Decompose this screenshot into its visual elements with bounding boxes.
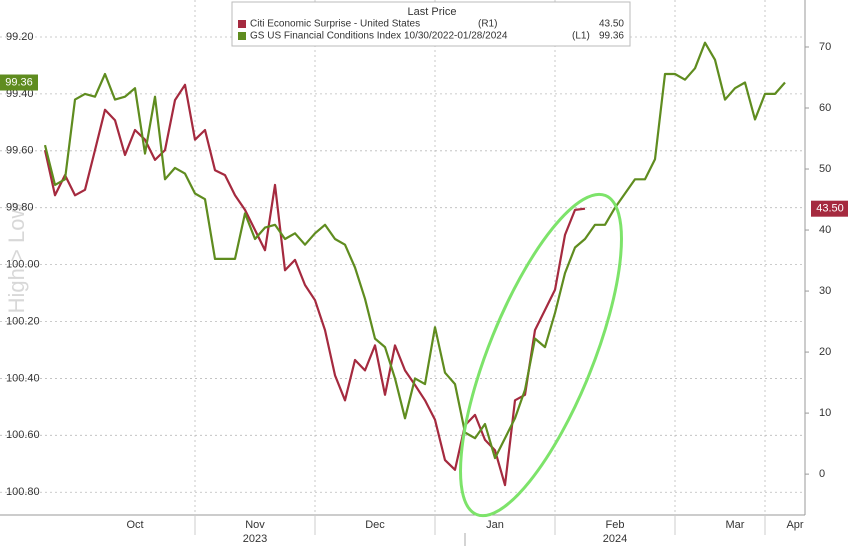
legend-swatch	[238, 32, 246, 40]
x-group-label: 2024	[603, 533, 627, 545]
legend-last-value: 99.36	[599, 31, 624, 42]
x-tick-label: Apr	[786, 519, 803, 531]
last-value-badge	[0, 74, 38, 91]
legend-title: Last Price	[408, 6, 457, 18]
legend-box	[231, 1, 631, 47]
y2-tick-label: 0	[819, 468, 825, 480]
y-tick-label: 100.20	[6, 315, 40, 327]
y-tick-label: 99.20	[6, 31, 34, 43]
series-line	[43, 41, 786, 460]
y2-tick-label: 40	[819, 224, 831, 236]
y2-tick-label: 30	[819, 285, 831, 297]
y-tick-label: 100.60	[6, 429, 40, 441]
y2-tick-label: 20	[819, 346, 831, 358]
y-tick-label: 99.40	[6, 88, 34, 100]
y-axis-label: High > Low	[4, 203, 29, 314]
x-tick-label: Mar	[726, 519, 745, 531]
x-tick-label: Feb	[606, 519, 625, 531]
y2-tick-label: 70	[819, 41, 831, 53]
y-tick-label: 100.80	[6, 486, 40, 498]
last-value-label: 99.36	[5, 76, 33, 88]
legend-axis-tag: (L1)	[572, 31, 590, 42]
y-tick-label: 100.40	[6, 372, 40, 384]
highlight-ellipse	[459, 192, 623, 518]
y2-tick-label: 60	[819, 102, 831, 114]
x-group-label: 2023	[243, 533, 267, 545]
x-tick-label: Jan	[486, 519, 504, 531]
legend-swatch	[238, 20, 246, 28]
x-tick-label: Nov	[245, 519, 265, 531]
series-line	[43, 83, 586, 487]
x-tick-label: Oct	[126, 519, 143, 531]
legend-label: Citi Economic Surprise - United States	[250, 19, 420, 30]
y-tick-label: 100.00	[6, 259, 40, 271]
y-tick-label: 99.80	[6, 202, 34, 214]
legend-label: GS US Financial Conditions Index 10/30/2…	[250, 31, 508, 42]
legend-last-value: 43.50	[599, 19, 624, 30]
last-value-label: 43.50	[816, 203, 844, 215]
y2-tick-label: 10	[819, 407, 831, 419]
x-tick-label: Dec	[365, 519, 385, 531]
legend-axis-tag: (R1)	[478, 19, 497, 30]
last-value-badge	[811, 200, 848, 217]
y-tick-label: 99.60	[6, 145, 34, 157]
y2-tick-label: 50	[819, 163, 831, 175]
